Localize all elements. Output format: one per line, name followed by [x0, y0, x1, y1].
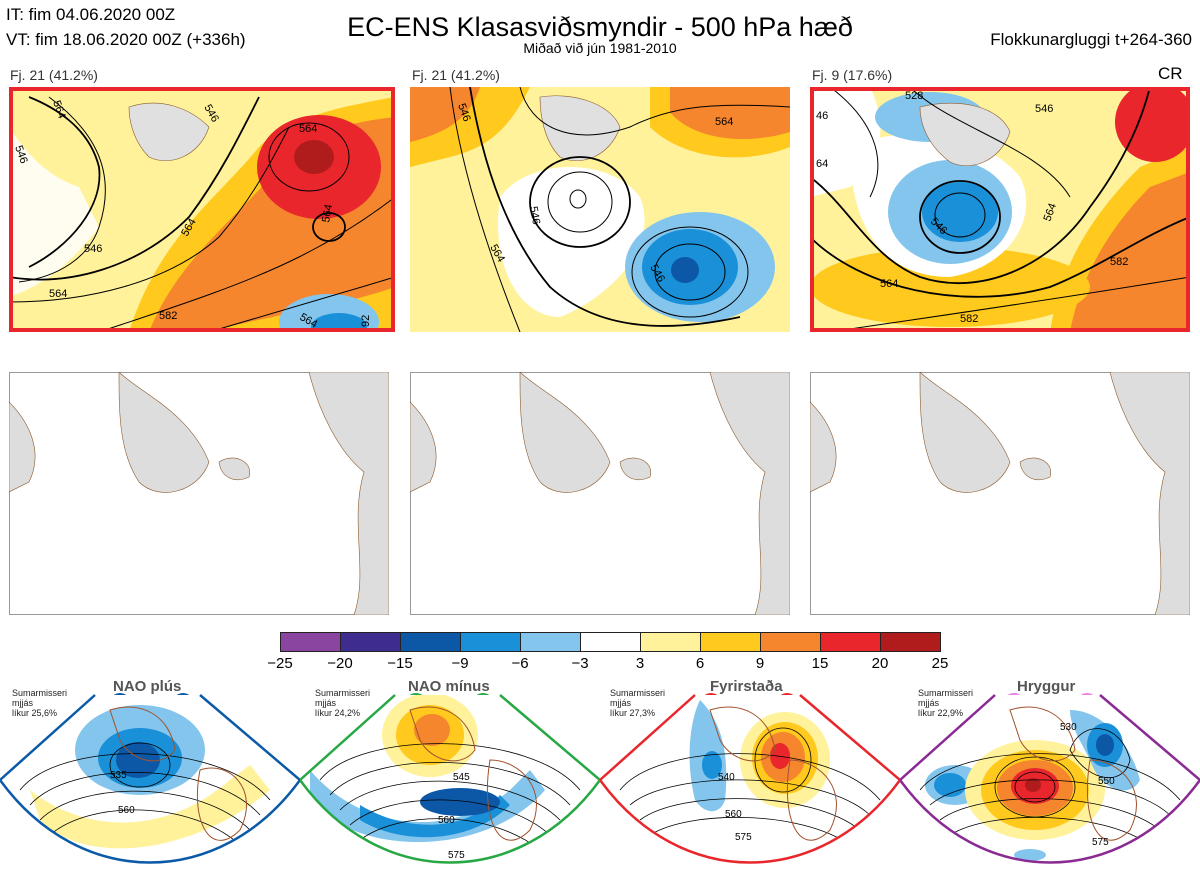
colorbar-cell — [700, 632, 761, 652]
regime-ridge-map[interactable]: 530 550 575 — [900, 690, 1200, 871]
contour-label: 582 — [1110, 256, 1128, 268]
cluster-2-map[interactable]: 546 546 564 564 546 — [410, 87, 790, 332]
colorbar-cell — [400, 632, 461, 652]
colorbar-tick: 9 — [740, 655, 780, 672]
contour-label: 564 — [49, 288, 67, 300]
colorbar-tick: −9 — [440, 655, 480, 672]
colorbar-cell — [640, 632, 701, 652]
contour-label: 560 — [118, 805, 135, 816]
contour-label: 528 — [905, 90, 923, 102]
contour-label: 575 — [735, 832, 752, 843]
contour-label: 546 — [84, 243, 102, 255]
classification-window: Flokkunargluggi t+264-360 — [990, 30, 1192, 50]
colorbar-cell — [820, 632, 881, 652]
colorbar-tick: −15 — [380, 655, 420, 672]
contour-label: 46 — [816, 110, 828, 122]
cluster-3-tag: CR — [1158, 64, 1183, 84]
contour-label: 564 — [715, 116, 733, 128]
cluster-2-label: Fj. 21 (41.2%) — [412, 67, 500, 83]
colorbar-tick: 15 — [800, 655, 840, 672]
contour-label: 560 — [438, 815, 455, 826]
contour-label: 564 — [299, 123, 317, 135]
colorbar-tick: 3 — [620, 655, 660, 672]
regime-blocking-map[interactable]: 540 560 575 — [600, 690, 900, 871]
colorbar-cell — [340, 632, 401, 652]
contour-label: 540 — [718, 772, 735, 783]
empty-map-3[interactable] — [810, 372, 1190, 615]
contour-label: 564 — [880, 278, 898, 290]
contour-label: 530 — [1060, 722, 1077, 733]
cluster-3-map[interactable]: 528 46 64 546 564 564 582 582 546 — [810, 87, 1190, 332]
contour-label: 92 — [360, 315, 372, 327]
colorbar-cell — [280, 632, 341, 652]
contour-label: 64 — [816, 158, 828, 170]
cluster-1-label: Fj. 21 (41.2%) — [10, 67, 98, 83]
contour-label: 582 — [960, 313, 978, 325]
contour-label: 546 — [1035, 103, 1053, 115]
colorbar-tick: 6 — [680, 655, 720, 672]
colorbar-cell — [760, 632, 821, 652]
colorbar-cell — [460, 632, 521, 652]
colorbar-cell — [880, 632, 941, 652]
regime-nao-minus-map[interactable]: 545 560 575 — [300, 690, 600, 871]
contour-label: 582 — [159, 310, 177, 322]
colorbar-tick: −3 — [560, 655, 600, 672]
colorbar-tick: −25 — [260, 655, 300, 672]
colorbar-tick: −20 — [320, 655, 360, 672]
contour-label: 545 — [453, 772, 470, 783]
cluster-1-map[interactable]: 546 564 564 546 564 564 564 582 564 92 5… — [9, 87, 395, 332]
colorbar-tick: −6 — [500, 655, 540, 672]
regime-nao-plus-map[interactable]: 535 560 — [0, 690, 300, 871]
contour-label: 575 — [1092, 837, 1109, 848]
contour-label: 535 — [110, 770, 127, 781]
colorbar-tick: 20 — [860, 655, 900, 672]
empty-map-1[interactable] — [9, 372, 389, 615]
contour-label: 560 — [725, 809, 742, 820]
contour-label: 575 — [448, 850, 465, 861]
colorbar-cell — [520, 632, 581, 652]
colorbar-cell — [580, 632, 641, 652]
contour-label: 550 — [1098, 776, 1115, 787]
empty-map-2[interactable] — [410, 372, 790, 615]
cluster-3-label: Fj. 9 (17.6%) — [812, 67, 892, 83]
colorbar-tick: 25 — [920, 655, 960, 672]
